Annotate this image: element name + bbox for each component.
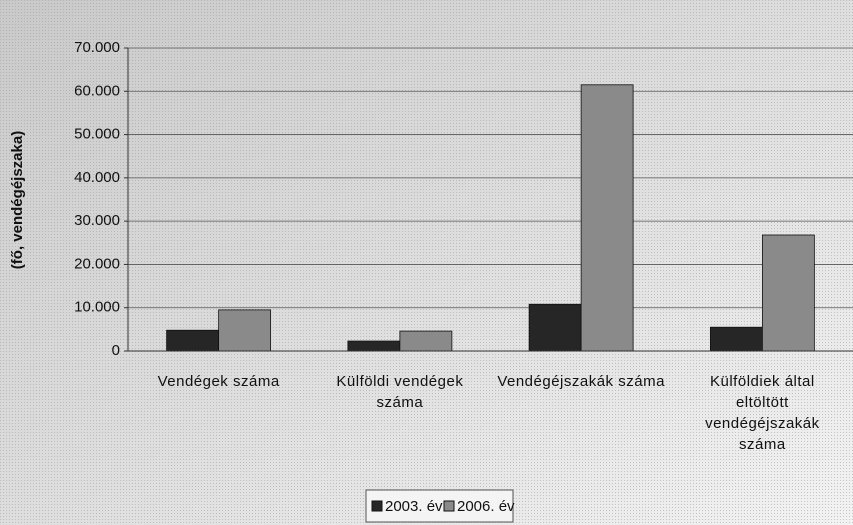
legend-label: 2006. év	[457, 498, 515, 515]
y-tick-label: 10.000	[74, 299, 120, 316]
bar	[709, 326, 763, 352]
bar	[761, 234, 815, 352]
y-tick-label: 40.000	[74, 169, 120, 186]
y-tick-label: 70.000	[74, 39, 120, 56]
y-tick-label: 50.000	[74, 126, 120, 143]
legend-swatch	[443, 500, 455, 512]
y-tick-label: 0	[112, 342, 120, 359]
bar	[528, 303, 582, 352]
bar	[580, 84, 634, 352]
bar	[218, 309, 272, 352]
bar	[347, 340, 401, 352]
x-tick-label: Külföldiek által eltöltött vendégéjszaká…	[705, 373, 820, 453]
x-tick-label: Vendégéjszakák száma	[497, 373, 665, 390]
bar	[166, 329, 220, 352]
y-tick-label: 20.000	[74, 255, 120, 272]
legend-swatch	[371, 500, 383, 512]
legend-label: 2003. év	[385, 498, 443, 515]
y-axis-label: (fő, vendégéjszaka)	[9, 131, 26, 269]
bar	[399, 330, 453, 352]
x-tick-label: Külföldi vendégek száma	[336, 373, 464, 411]
y-tick-label: 60.000	[74, 82, 120, 99]
legend-box	[365, 489, 514, 523]
x-tick-label: Vendégek száma	[157, 373, 280, 390]
y-tick-label: 30.000	[74, 212, 120, 229]
